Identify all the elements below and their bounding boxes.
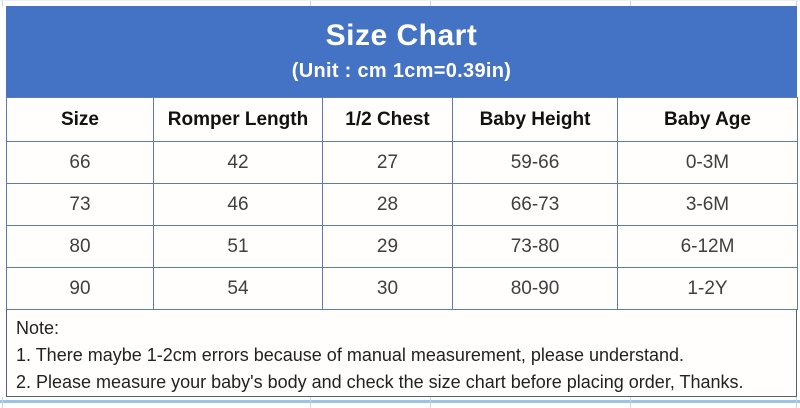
cell-baby-height: 66-73: [452, 183, 618, 226]
table-row: 80 51 29 73-80 6-12M: [6, 225, 798, 268]
cell-size: 90: [6, 267, 154, 310]
note-line-1: 1. There maybe 1-2cm errors because of m…: [16, 345, 685, 365]
gridline: [430, 397, 431, 408]
cell-baby-age: 0-3M: [617, 141, 798, 184]
gridline: [2, 1, 3, 6]
gridline: [630, 1, 631, 6]
gridline: [630, 397, 631, 408]
gridline: [430, 1, 431, 6]
cell-romper-length: 54: [153, 267, 323, 310]
cell-romper-length: 42: [153, 141, 323, 184]
cell-romper-length: 51: [153, 225, 323, 268]
cell-half-chest: 29: [322, 225, 453, 268]
gridline: [796, 397, 797, 408]
cell-size: 73: [6, 183, 154, 226]
page-title: Size Chart: [325, 19, 478, 52]
header-cell-size: Size: [6, 97, 154, 142]
note-box: Note: 1. There maybe 1-2cm errors becaus…: [6, 310, 797, 397]
cell-size: 80: [6, 225, 154, 268]
note-label: Note:: [16, 318, 60, 338]
header-cell-baby-height: Baby Height: [452, 97, 618, 142]
cell-baby-age: 6-12M: [617, 225, 798, 268]
header-cell-romper-length: Romper Length: [153, 97, 323, 142]
bottom-blue-line: [0, 400, 800, 403]
spreadsheet-strip-bottom: [0, 397, 800, 408]
cell-baby-age: 3-6M: [617, 183, 798, 226]
cell-baby-age: 1-2Y: [617, 267, 798, 310]
cell-half-chest: 30: [322, 267, 453, 310]
gridline: [2, 397, 3, 408]
table-header-row: Size Romper Length 1/2 Chest Baby Height…: [6, 97, 798, 142]
cell-half-chest: 28: [322, 183, 453, 226]
size-table: Size Romper Length 1/2 Chest Baby Height…: [6, 97, 798, 310]
header-cell-half-chest: 1/2 Chest: [322, 97, 453, 142]
cell-size: 66: [6, 141, 154, 184]
table-row: 73 46 28 66-73 3-6M: [6, 183, 798, 226]
note-line-2: 2. Please measure your baby's body and c…: [16, 372, 744, 392]
unit-subtitle: (Unit : cm 1cm=0.39in): [291, 60, 512, 82]
gridline: [796, 1, 797, 6]
cell-baby-height: 80-90: [452, 267, 618, 310]
cell-romper-length: 46: [153, 183, 323, 226]
cell-baby-height: 59-66: [452, 141, 618, 184]
cell-baby-height: 73-80: [452, 225, 618, 268]
spreadsheet-strip-top: [0, 0, 800, 6]
gridline: [310, 1, 311, 6]
table-row: 90 54 30 80-90 1-2Y: [6, 267, 798, 310]
cell-half-chest: 27: [322, 141, 453, 184]
gridline: [310, 397, 311, 408]
table-row: 66 42 27 59-66 0-3M: [6, 141, 798, 184]
banner: Size Chart (Unit : cm 1cm=0.39in): [6, 6, 797, 97]
header-cell-baby-age: Baby Age: [617, 97, 798, 142]
